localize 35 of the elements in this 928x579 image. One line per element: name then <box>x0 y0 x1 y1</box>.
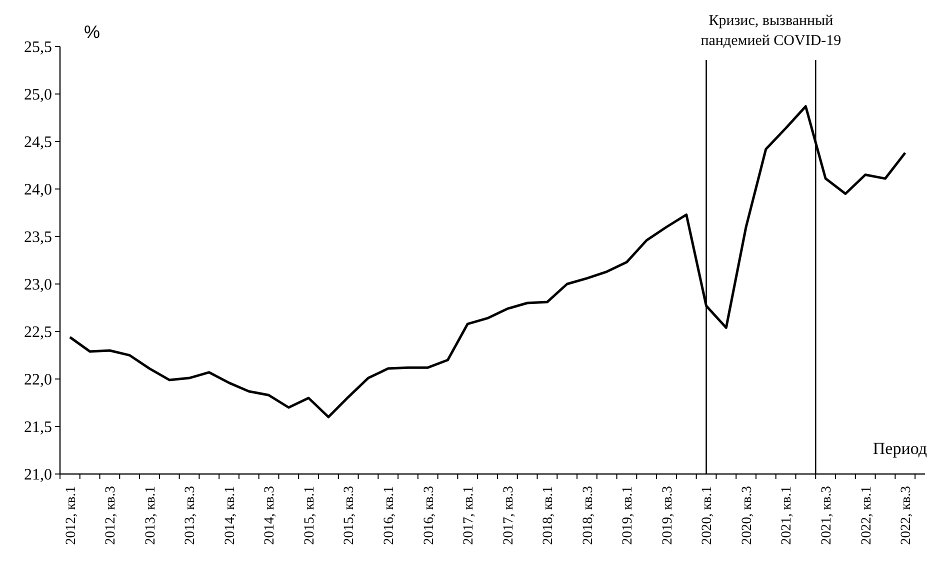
x-tick-label: 2013, кв.1 <box>143 486 158 545</box>
y-tick-label: 24,5 <box>24 134 52 152</box>
x-tick-label: 2015, кв.1 <box>302 486 318 545</box>
y-tick-label: 25,0 <box>24 86 52 104</box>
x-tick-label: 2014, кв.3 <box>262 486 278 545</box>
x-tick-label: 2017, кв.3 <box>501 486 516 545</box>
annotation: Кризис, вызванный пандемией COVID-19 <box>700 13 842 49</box>
x-tick-label: 2012, кв.3 <box>104 486 119 545</box>
x-tick-label: 2016, кв.1 <box>382 486 398 545</box>
x-tick-label: 2016, кв.3 <box>422 486 437 545</box>
y-tick-label: 21,5 <box>24 419 52 436</box>
x-tick-label: 2018, кв.3 <box>580 486 596 545</box>
x-tick-label: 2022, кв.3 <box>899 486 914 545</box>
x-tick-label: 2017, кв.1 <box>462 486 477 545</box>
x-tick-label: 2021, кв.1 <box>780 486 795 545</box>
x-tick-label: 2015, кв.3 <box>342 486 358 545</box>
x-tick-label: 2012, кв.1 <box>64 486 79 545</box>
x-tick-label: 2022, кв.1 <box>859 486 874 545</box>
x-tick-label: 2019, кв.3 <box>660 486 676 545</box>
y-tick-label: 23,5 <box>24 229 52 246</box>
x-tick-label: 2020, кв.3 <box>740 486 755 545</box>
y-tick-label: 24,0 <box>24 182 52 199</box>
x-tick-label: 2019, кв.1 <box>620 486 636 545</box>
x-tick-label: 2013, кв.3 <box>183 486 198 545</box>
x-tick-label: 2021, кв.3 <box>819 486 834 545</box>
x-axis-title: Период <box>872 439 928 458</box>
y-tick-label: 22,0 <box>24 372 52 389</box>
x-tick-label: 2014, кв.1 <box>222 486 238 545</box>
y-axis-title: % <box>84 22 100 42</box>
y-tick-label: 25,5 <box>24 39 52 56</box>
y-tick-label: 22,5 <box>24 324 52 342</box>
y-tick-label: 23,0 <box>24 276 52 294</box>
x-tick-label: 2020, кв.1 <box>700 486 716 545</box>
y-tick-label: 21,0 <box>24 466 52 484</box>
x-tick-label: 2018, кв.1 <box>541 486 556 545</box>
